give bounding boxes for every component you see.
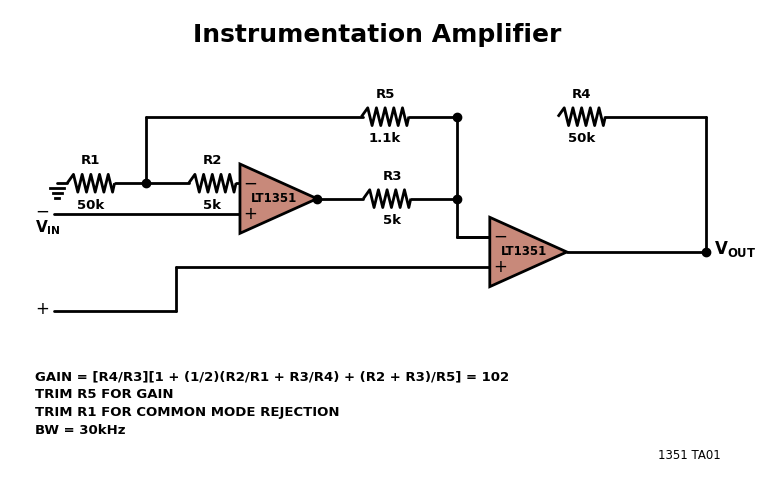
Text: +: +: [493, 258, 507, 276]
Text: GAIN = [R4/R3][1 + (1/2)(R2/R1 + R3/R4) + (R2 + R3)/R5] = 102: GAIN = [R4/R3][1 + (1/2)(R2/R1 + R3/R4) …: [34, 370, 509, 384]
Text: −: −: [36, 203, 50, 221]
Text: $\mathregular{V_{IN}}$: $\mathregular{V_{IN}}$: [34, 218, 60, 237]
Text: LT1351: LT1351: [501, 246, 547, 258]
Text: +: +: [36, 300, 50, 318]
Text: −: −: [243, 174, 257, 192]
Text: 1.1k: 1.1k: [369, 132, 401, 145]
Text: TRIM R1 FOR COMMON MODE REJECTION: TRIM R1 FOR COMMON MODE REJECTION: [34, 406, 339, 419]
Text: 5k: 5k: [383, 214, 401, 228]
Text: R1: R1: [81, 154, 101, 168]
Polygon shape: [240, 164, 317, 234]
Text: R3: R3: [382, 170, 402, 183]
Text: Instrumentation Amplifier: Instrumentation Amplifier: [193, 23, 562, 47]
Text: 5k: 5k: [203, 199, 221, 212]
Text: R2: R2: [203, 154, 222, 168]
Text: TRIM R5 FOR GAIN: TRIM R5 FOR GAIN: [34, 388, 173, 401]
Text: R5: R5: [375, 88, 394, 101]
Polygon shape: [490, 218, 567, 286]
Text: +: +: [243, 205, 257, 223]
Text: 50k: 50k: [77, 199, 105, 212]
Text: LT1351: LT1351: [251, 192, 297, 205]
Text: 50k: 50k: [568, 132, 595, 145]
Text: −: −: [493, 228, 507, 246]
Text: $\mathregular{V_{OUT}}$: $\mathregular{V_{OUT}}$: [714, 239, 756, 259]
Text: R4: R4: [572, 88, 591, 101]
Text: BW = 30kHz: BW = 30kHz: [34, 424, 125, 437]
Text: 1351 TA01: 1351 TA01: [658, 450, 721, 462]
